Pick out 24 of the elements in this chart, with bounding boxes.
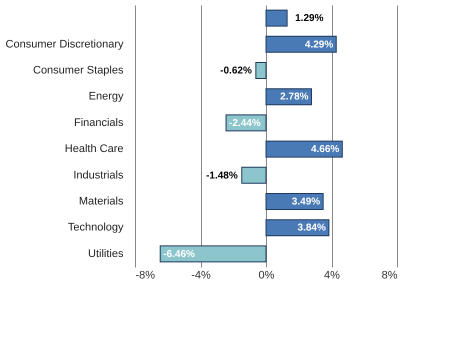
y-tick-label: Technology	[68, 222, 124, 234]
y-tick-label: Financials	[74, 116, 124, 129]
data-label: 1.29%	[295, 13, 324, 24]
data-label: 3.49%	[292, 196, 320, 208]
y-tick-label: Utilities	[88, 248, 124, 260]
data-label: -1.48%	[206, 170, 238, 182]
data-label: 4.66%	[310, 144, 340, 156]
y-tick-label: Health Care	[64, 143, 124, 156]
y-tick-label: Consumer Staples	[33, 64, 124, 76]
y-tick-label: Materials	[78, 196, 124, 208]
y-tick-label: Energy	[88, 90, 124, 103]
x-tick-label: 0%	[258, 270, 275, 282]
data-label: -6.46%	[163, 248, 196, 260]
y-tick-label: Consumer Discretionary	[6, 38, 124, 50]
data-label: 4.29%	[304, 39, 334, 50]
y-tick-label: Industrials	[73, 169, 124, 182]
data-label: -2.44%	[229, 118, 261, 129]
x-tick-label: 4%	[324, 270, 340, 282]
data-label: -0.62%	[220, 66, 252, 76]
x-tick-label: 8%	[382, 270, 398, 282]
x-tick-label: -8%	[136, 270, 156, 282]
data-label: 2.78%	[280, 92, 309, 103]
data-label: 3.84%	[298, 222, 326, 234]
x-tick-label: -4%	[191, 270, 211, 282]
